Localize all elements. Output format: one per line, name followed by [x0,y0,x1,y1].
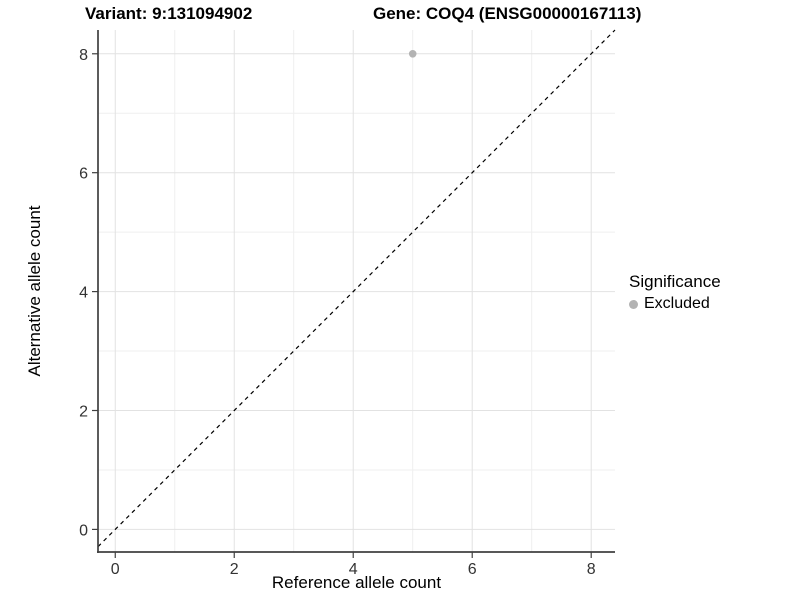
y-tick-label: 4 [79,285,88,302]
legend-item-label: Excluded [644,295,710,312]
x-tick-label: 8 [587,561,596,578]
x-tick-label: 0 [111,561,120,578]
data-point [408,49,417,58]
y-tick-label: 8 [79,47,88,64]
y-tick-label: 0 [79,522,88,539]
legend-items: Excluded [629,295,721,313]
x-tick-label: 2 [230,561,239,578]
x-tick-label: 6 [468,561,477,578]
x-axis-title: Reference allele count [271,573,442,592]
y-tick-label: 6 [79,166,88,183]
legend-title: Significance [629,272,721,291]
plot-title-gene: Gene: COQ4 (ENSG00000167113) [373,4,642,23]
y-axis-title: Alternative allele count [25,205,44,377]
legend-marker-circle-icon [629,299,638,309]
x-tick-label: 4 [349,561,358,578]
identity-reference-line [97,29,616,548]
legend-item: Excluded [629,295,721,313]
y-tick-label: 2 [79,404,88,421]
legend: Significance Excluded [629,272,721,313]
plot-title-variant: Variant: 9:131094902 [85,4,253,23]
